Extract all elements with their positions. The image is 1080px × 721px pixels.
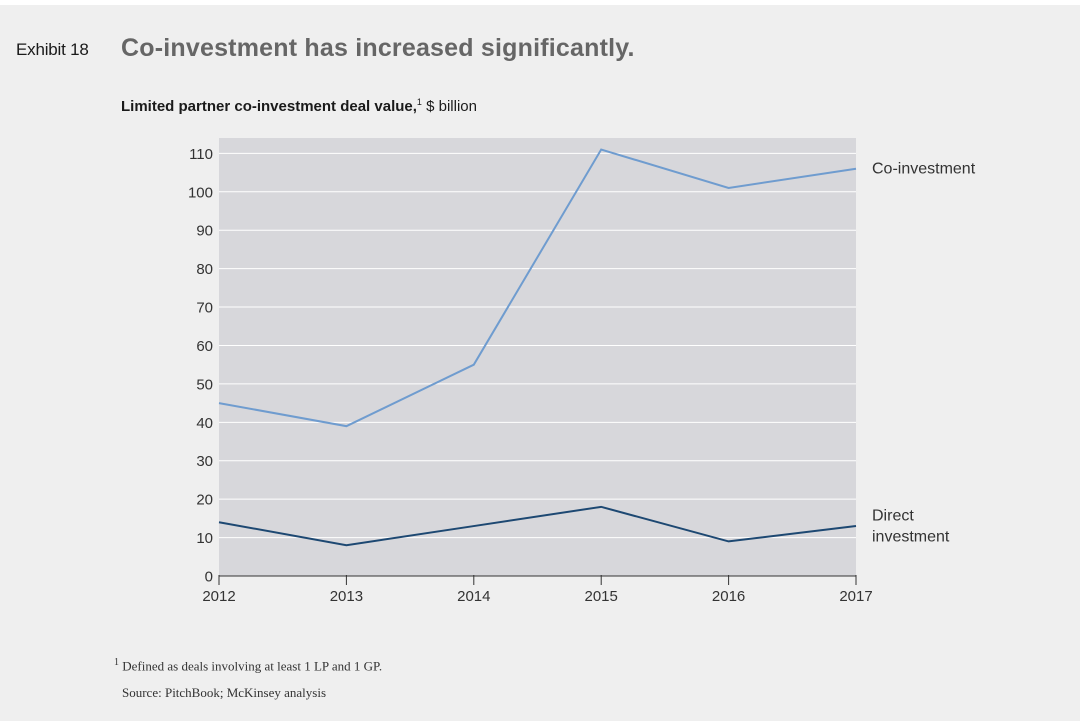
footnote: 1 Defined as deals involving at least 1 … (114, 657, 382, 674)
footnote-marker: 1 (114, 657, 119, 668)
x-tick-label: 2015 (585, 588, 618, 605)
y-tick-label: 0 (205, 569, 213, 586)
x-tick-label: 2012 (202, 588, 235, 605)
y-tick-label: 20 (196, 492, 213, 509)
x-tick-label: 2013 (330, 588, 363, 605)
y-tick-label: 30 (196, 453, 213, 470)
footnote-text: Defined as deals involving at least 1 LP… (122, 658, 383, 674)
series-label: investment (872, 529, 950, 546)
line-chart: 0 10 20 30 40 50 60 70 80 90 100 110 2012 2013 2014 201… (188, 138, 976, 605)
exhibit-frame: Exhibit 18 Co-investment has increased s… (0, 5, 1080, 721)
series-line-co-investment (218, 148, 857, 428)
y-tick-label: 100 (188, 184, 213, 201)
y-tick-label: 110 (189, 146, 213, 163)
chart-title: Limited partner co-investment deal value… (121, 98, 417, 115)
series-line-direct-investment (218, 505, 857, 547)
y-tick-label: 50 (196, 376, 213, 393)
y-tick-label: 90 (196, 223, 213, 240)
series-label: Co-investment (872, 161, 976, 178)
x-tick-label: 2016 (712, 588, 745, 605)
y-tick-label: 80 (196, 261, 213, 278)
chart-unit: $ billion (426, 98, 477, 115)
plot-area (219, 138, 856, 576)
y-tick-label: 40 (196, 415, 213, 432)
y-tick-label: 60 (196, 338, 213, 355)
exhibit-label: Exhibit 18 (16, 40, 89, 59)
exhibit-title: Co-investment has increased significantl… (121, 34, 635, 62)
series-label: Direct (872, 508, 914, 525)
y-tick-label: 70 (196, 300, 213, 317)
x-tick-label: 2017 (839, 588, 872, 605)
x-tick-label: 2014 (457, 588, 490, 605)
chart-subtitle: Limited partner co-investment deal value… (121, 97, 477, 115)
source-note: Source: PitchBook; McKinsey analysis (122, 685, 327, 700)
y-tick-label: 10 (196, 530, 213, 547)
chart-title-footnote-marker: 1 (416, 97, 422, 107)
